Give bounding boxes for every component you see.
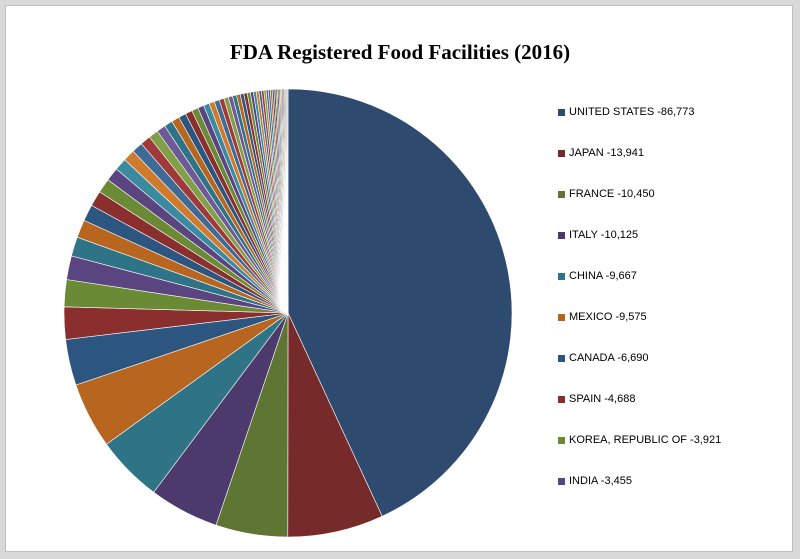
legend-swatch bbox=[558, 313, 565, 321]
legend-label: CANADA -6,690 bbox=[569, 352, 649, 364]
legend-item: CHINA -9,667 bbox=[558, 270, 637, 282]
legend-swatch bbox=[558, 354, 565, 362]
legend-item: KOREA, REPUBLIC OF -3,921 bbox=[558, 434, 721, 446]
pie-slice-other bbox=[286, 88, 289, 314]
pie-chart bbox=[63, 88, 513, 538]
legend-item: ITALY -10,125 bbox=[558, 229, 638, 241]
chart-title: FDA Registered Food Facilities (2016) bbox=[229, 40, 571, 64]
legend-item: INDIA -3,455 bbox=[558, 475, 632, 487]
legend-swatch bbox=[558, 108, 565, 116]
legend-swatch bbox=[558, 272, 565, 280]
legend-label: FRANCE -10,450 bbox=[569, 188, 655, 200]
legend-label: SPAIN -4,688 bbox=[569, 393, 636, 405]
legend-label: INDIA -3,455 bbox=[569, 475, 632, 487]
legend-swatch bbox=[558, 190, 565, 198]
legend-label: CHINA -9,667 bbox=[569, 270, 637, 282]
legend-item: FRANCE -10,450 bbox=[558, 188, 655, 200]
legend-label: ITALY -10,125 bbox=[569, 229, 639, 241]
legend-item: UNITED STATES -86,773 bbox=[558, 106, 695, 118]
legend-label: MEXICO -9,575 bbox=[569, 311, 647, 323]
legend-item: MEXICO -9,575 bbox=[558, 311, 647, 323]
legend-label: JAPAN -13,941 bbox=[569, 147, 645, 159]
pie-slice bbox=[287, 88, 513, 517]
legend-swatch bbox=[558, 477, 565, 485]
legend-swatch bbox=[558, 436, 565, 444]
legend-item: CANADA -6,690 bbox=[558, 352, 648, 364]
legend-swatch bbox=[558, 395, 565, 403]
chart-frame: FDA Registered Food Facilities (2016) UN… bbox=[5, 5, 793, 552]
legend-item: JAPAN -13,941 bbox=[558, 147, 644, 159]
legend-item: SPAIN -4,688 bbox=[558, 393, 635, 405]
legend-swatch bbox=[558, 231, 565, 239]
legend-label: UNITED STATES -86,773 bbox=[569, 106, 695, 118]
legend-label: KOREA, REPUBLIC OF -3,921 bbox=[569, 434, 722, 446]
legend-swatch bbox=[558, 149, 565, 157]
